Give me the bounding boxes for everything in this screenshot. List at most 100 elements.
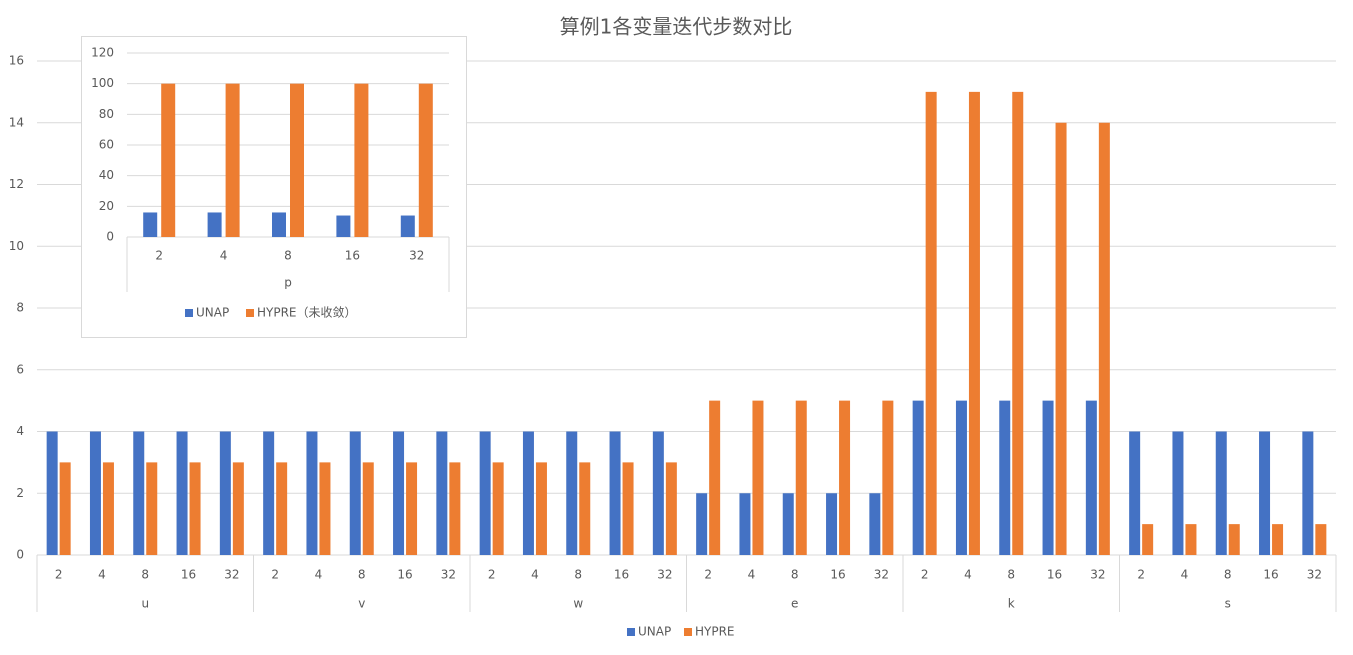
bar: [290, 83, 304, 238]
y-tick-label: 20: [99, 199, 114, 213]
x-tick-label: 8: [141, 568, 149, 582]
bar: [665, 462, 677, 555]
x-tick-label: 32: [409, 249, 424, 263]
bar: [272, 212, 286, 237]
x-tick-label: 2: [921, 568, 929, 582]
bar: [207, 212, 222, 237]
inset-chart: 0 20 40 60 80 100 120 2 4 8 16 32 p UNAP HYPRE（未收敛）: [91, 46, 450, 320]
x-tick-label: 4: [964, 568, 972, 582]
inset-frame: [81, 36, 467, 338]
bar: [566, 431, 578, 555]
x-tick-label: 16: [345, 249, 360, 263]
x-tick-label: 2: [155, 249, 163, 263]
bar: [161, 83, 176, 238]
bar: [146, 462, 158, 555]
bar: [968, 91, 980, 555]
x-tick-label: 4: [748, 568, 756, 582]
legend-label: HYPRE: [695, 625, 735, 639]
group-label: u: [141, 597, 149, 611]
bar: [263, 431, 275, 555]
bar: [826, 493, 838, 555]
bar: [176, 431, 188, 555]
bar: [739, 493, 751, 555]
x-tick-label: 4: [531, 568, 539, 582]
bar: [89, 431, 101, 555]
legend-label: UNAP: [638, 625, 671, 639]
group-label: s: [1225, 597, 1231, 611]
x-tick-label: 2: [704, 568, 712, 582]
y-tick-label: 10: [9, 239, 24, 253]
chart-title: 算例1各变量迭代步数对比: [560, 15, 793, 39]
x-tick-label: 32: [874, 568, 889, 582]
bar: [1172, 431, 1184, 555]
x-tick-label: 8: [574, 568, 582, 582]
legend-swatch: [246, 309, 254, 317]
y-tick-label: 100: [91, 76, 114, 90]
x-tick-label: 4: [98, 568, 106, 582]
y-tick-label: 4: [16, 424, 24, 438]
bar: [1142, 524, 1154, 555]
bar: [362, 462, 374, 555]
bar: [869, 493, 881, 555]
bar: [1272, 524, 1284, 555]
x-tick-label: 8: [1007, 568, 1015, 582]
x-tick-label: 8: [284, 249, 292, 263]
group-label: k: [1008, 597, 1015, 611]
x-tick-label: 4: [1181, 568, 1189, 582]
x-tick-label: 2: [1137, 568, 1145, 582]
group-label: v: [358, 597, 365, 611]
legend-label: HYPRE（未收敛）: [257, 305, 357, 320]
x-tick-label: 8: [791, 568, 799, 582]
bar: [306, 431, 318, 555]
bar: [276, 462, 288, 555]
x-tick-label: 8: [1224, 568, 1232, 582]
x-tick-label: 16: [614, 568, 629, 582]
bar: [652, 431, 664, 555]
legend-swatch: [185, 309, 193, 317]
bar: [696, 493, 708, 555]
bar: [609, 431, 621, 555]
bar: [479, 431, 491, 555]
bar: [436, 431, 448, 555]
bar: [393, 431, 405, 555]
x-tick-label: 16: [1047, 568, 1062, 582]
y-tick-label: 0: [16, 548, 24, 562]
x-tick-label: 2: [55, 568, 63, 582]
x-tick-label: 2: [488, 568, 496, 582]
x-tick-label: 4: [220, 249, 228, 263]
bar: [1012, 91, 1024, 555]
legend-label: UNAP: [196, 306, 229, 320]
x-tick-label: 32: [1307, 568, 1322, 582]
x-tick-label: 16: [397, 568, 412, 582]
bar: [143, 212, 158, 237]
legend-swatch: [684, 628, 692, 636]
bar: [449, 462, 461, 555]
x-tick-label: 4: [315, 568, 323, 582]
bar: [46, 431, 58, 555]
x-tick-label: 32: [224, 568, 239, 582]
bar: [406, 462, 418, 555]
y-tick-label: 40: [99, 168, 114, 182]
y-tick-label: 60: [99, 138, 114, 152]
group-label: p: [284, 276, 292, 290]
bar: [354, 83, 369, 238]
x-tick-label: 16: [181, 568, 196, 582]
y-tick-label: 120: [91, 46, 114, 60]
y-tick-label: 16: [9, 54, 24, 68]
y-tick-label: 0: [106, 230, 114, 244]
bar: [1259, 431, 1271, 555]
bar: [492, 462, 504, 555]
y-tick-label: 80: [99, 107, 114, 121]
bar: [522, 431, 534, 555]
bar: [1042, 400, 1054, 555]
y-tick-label: 6: [16, 362, 24, 376]
bar: [232, 462, 244, 555]
bar: [752, 400, 764, 555]
bar: [1055, 122, 1067, 555]
bar: [133, 431, 145, 555]
x-tick-label: 32: [441, 568, 456, 582]
bar: [782, 493, 794, 555]
bar: [912, 400, 924, 555]
bar: [622, 462, 634, 555]
